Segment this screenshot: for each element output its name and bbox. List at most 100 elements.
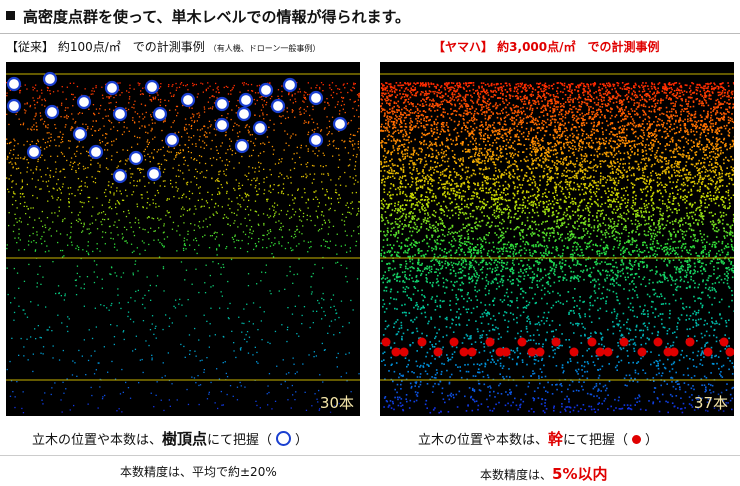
cloud-point — [305, 98, 307, 100]
cloud-point — [343, 220, 346, 222]
cloud-point — [152, 199, 154, 201]
cloud-point — [138, 121, 140, 123]
cloud-point — [239, 204, 241, 206]
cloud-point — [40, 89, 43, 91]
cloud-point — [269, 215, 272, 217]
cloud-point — [148, 243, 150, 246]
cloud-point — [136, 180, 139, 182]
cloud-point — [659, 118, 661, 121]
cloud-point — [222, 404, 224, 406]
cloud-point — [191, 376, 193, 378]
cloud-point — [607, 227, 610, 230]
cloud-point — [707, 87, 709, 89]
cloud-point — [119, 393, 122, 395]
cloud-point — [388, 116, 391, 118]
cloud-point — [727, 173, 730, 175]
cloud-point — [460, 250, 463, 252]
cloud-point — [288, 92, 290, 94]
cloud-point — [732, 267, 734, 270]
cloud-point — [104, 144, 107, 146]
cloud-point — [182, 214, 184, 216]
cloud-point — [712, 110, 714, 112]
cloud-point — [194, 249, 196, 251]
cloud-point — [129, 318, 132, 320]
cloud-point — [37, 160, 39, 163]
cloud-point — [64, 109, 66, 111]
cloud-point — [57, 90, 59, 92]
cloud-point — [568, 265, 570, 267]
cloud-point — [429, 178, 431, 181]
cloud-point — [132, 321, 135, 323]
cloud-point — [639, 135, 642, 137]
cloud-point — [302, 215, 305, 218]
cloud-point — [281, 158, 283, 160]
cloud-point — [299, 91, 301, 93]
cloud-point — [640, 104, 643, 106]
cloud-point — [59, 199, 62, 201]
cloud-point — [32, 172, 34, 174]
cloud-point — [484, 138, 486, 140]
cloud-point — [310, 219, 312, 222]
cloud-point — [68, 193, 70, 195]
cloud-point — [138, 226, 141, 229]
cloud-point — [552, 83, 555, 85]
cloud-point — [350, 133, 352, 136]
cloud-point — [710, 111, 712, 114]
cloud-point — [345, 353, 347, 355]
cloud-point — [66, 86, 68, 88]
cloud-point — [298, 335, 300, 337]
cloud-point — [246, 225, 248, 227]
cloud-point — [92, 120, 94, 122]
cloud-point — [12, 167, 14, 169]
cloud-point — [268, 126, 270, 128]
cloud-point — [47, 141, 49, 143]
cloud-point — [569, 253, 572, 256]
cloud-point — [163, 238, 166, 240]
cloud-point — [570, 270, 572, 273]
cloud-point — [400, 111, 402, 114]
cloud-point — [327, 233, 329, 235]
cloud-point — [90, 232, 92, 234]
cloud-point — [55, 292, 57, 295]
cloud-point — [437, 171, 439, 173]
cloud-point — [15, 157, 17, 159]
cloud-point — [303, 108, 305, 111]
cloud-point — [307, 198, 309, 200]
cloud-point — [184, 118, 187, 120]
cloud-point — [131, 251, 134, 254]
cloud-point — [645, 409, 647, 411]
cloud-point — [257, 223, 259, 225]
cloud-point — [559, 302, 562, 304]
cloud-point — [70, 226, 72, 228]
cloud-point — [196, 159, 198, 161]
cloud-point — [63, 299, 65, 301]
cloud-point — [565, 339, 567, 341]
cloud-point — [666, 128, 668, 130]
cloud-point — [358, 127, 360, 130]
cloud-point — [292, 102, 294, 104]
cloud-point — [151, 323, 153, 325]
cloud-point — [717, 147, 719, 150]
cloud-point — [23, 355, 25, 357]
cloud-point — [23, 280, 26, 282]
cloud-point — [593, 386, 596, 388]
cloud-point — [354, 100, 356, 103]
cloud-point — [8, 191, 10, 193]
cloud-point — [62, 219, 64, 221]
cloud-point — [383, 169, 386, 172]
cloud-point — [237, 209, 239, 211]
cloud-point — [151, 119, 153, 121]
cloud-point — [106, 307, 108, 309]
cloud-point — [52, 91, 55, 93]
cloud-point — [35, 168, 37, 170]
cloud-point — [458, 107, 461, 110]
cloud-point — [517, 83, 519, 85]
cloud-point — [67, 107, 69, 109]
cloud-point — [356, 153, 358, 156]
cloud-point — [62, 141, 64, 143]
cloud-point — [161, 376, 163, 379]
cloud-point — [342, 84, 344, 86]
cloud-point — [646, 255, 648, 258]
cloud-point — [625, 138, 627, 140]
cloud-point — [395, 223, 397, 225]
